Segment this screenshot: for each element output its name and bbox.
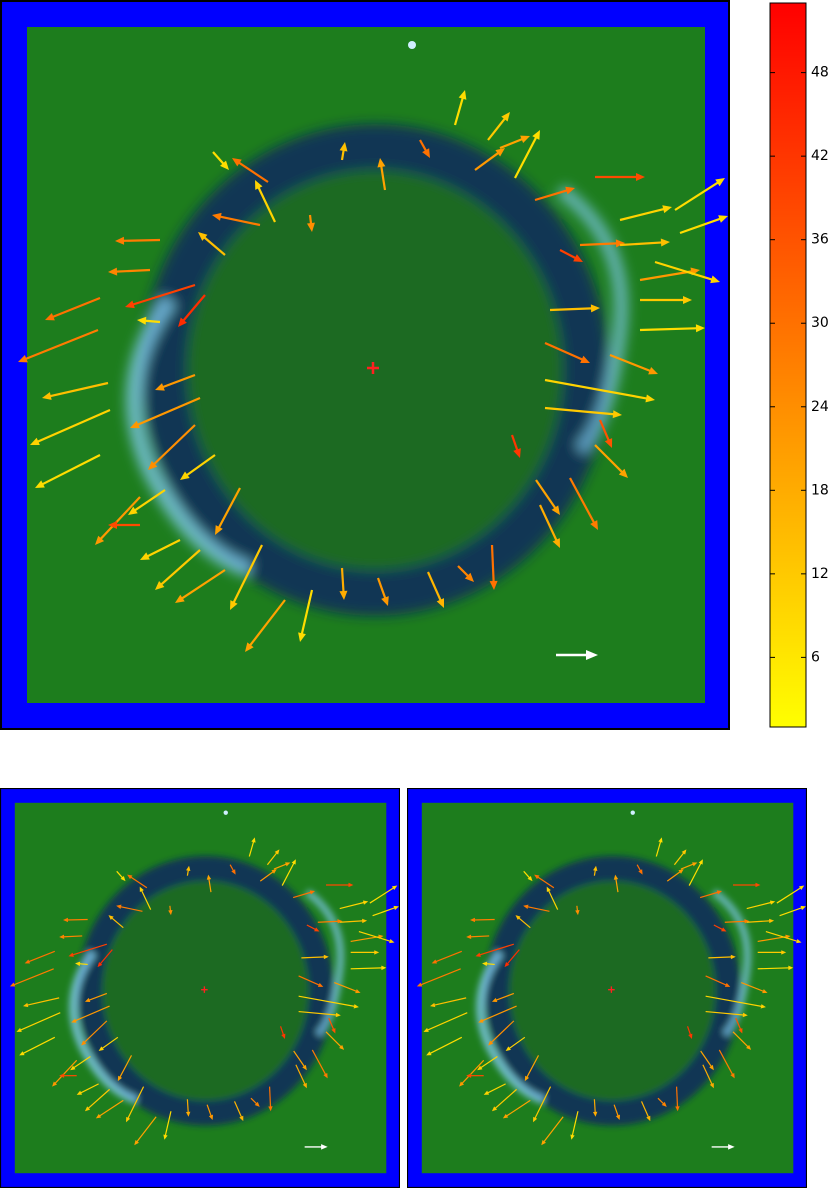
background-image xyxy=(1,789,400,1188)
colorbar-tick-label: 12 xyxy=(811,566,829,582)
panel xyxy=(408,789,807,1188)
colorbar-tick-label: 42 xyxy=(811,148,829,164)
colorbar-tick-label: 24 xyxy=(811,399,829,415)
background-image xyxy=(408,789,807,1188)
colorbar xyxy=(770,3,806,727)
colorbar-tick-label: 48 xyxy=(811,65,829,81)
panel xyxy=(1,1,729,729)
background-image xyxy=(1,1,729,729)
panel xyxy=(1,789,400,1188)
colorbar-tick-label: 18 xyxy=(811,482,829,498)
colorbar-tick-label: 6 xyxy=(811,649,820,665)
colorbar-tick-label: 36 xyxy=(811,232,829,248)
colorbar-tick-label: 30 xyxy=(811,315,829,331)
